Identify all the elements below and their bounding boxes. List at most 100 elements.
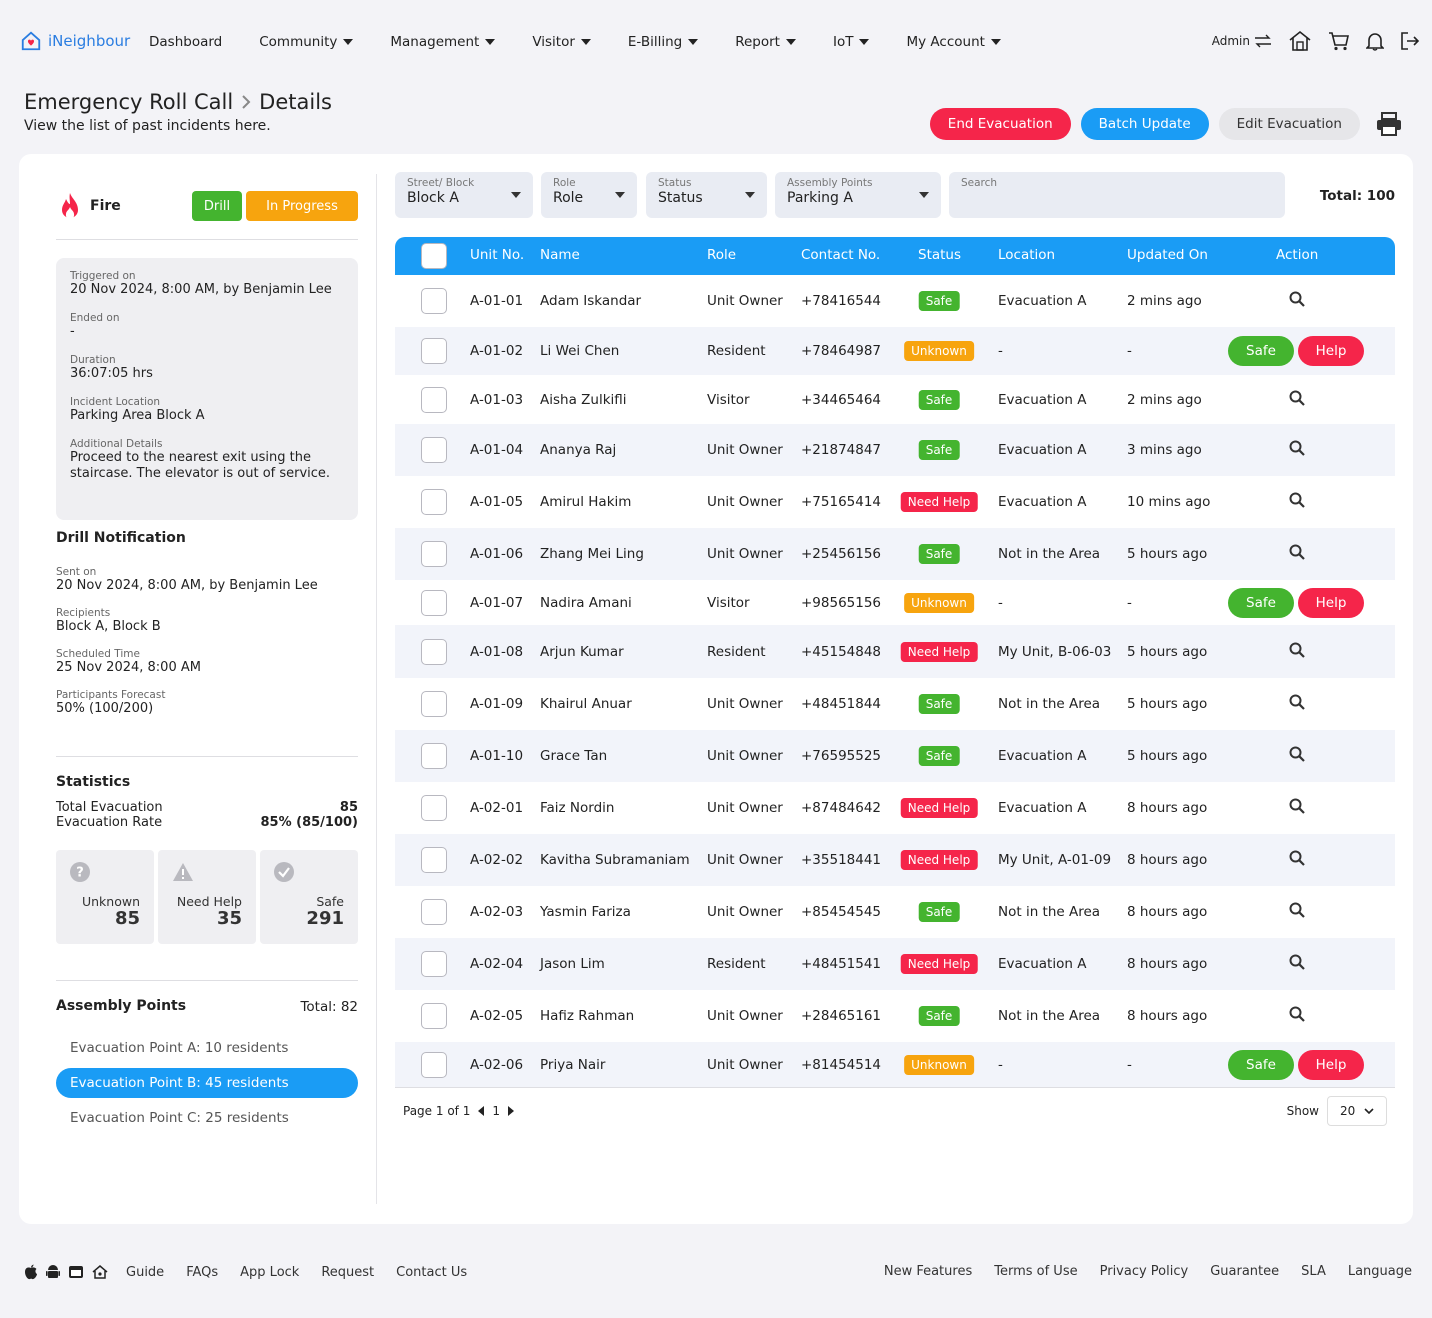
row-checkbox[interactable] (421, 541, 447, 567)
footer-link-faqs[interactable]: FAQs (186, 1264, 219, 1280)
view-search-icon[interactable] (1289, 440, 1305, 460)
nav-report[interactable]: Report (735, 34, 796, 50)
row-checkbox[interactable] (421, 338, 447, 364)
row-checkbox[interactable] (421, 489, 447, 515)
safe-stat-card[interactable]: Safe 291 (260, 850, 358, 944)
role-filter[interactable]: Role Role (541, 172, 637, 218)
mark-help-button[interactable]: Help (1298, 1049, 1364, 1080)
nav-community[interactable]: Community (259, 34, 354, 50)
nav-iot[interactable]: IoT (833, 34, 870, 50)
row-checkbox[interactable] (421, 795, 447, 821)
apple-icon[interactable] (24, 1264, 38, 1280)
next-page-icon[interactable] (507, 1106, 514, 1116)
prev-page-icon[interactable] (478, 1106, 485, 1116)
unknown-stat-card[interactable]: ? Unknown 85 (56, 850, 154, 944)
footer-link-guide[interactable]: Guide (126, 1264, 165, 1280)
view-search-icon[interactable] (1289, 492, 1305, 512)
footer-link-language[interactable]: Language (1347, 1264, 1412, 1279)
mark-help-button[interactable]: Help (1298, 336, 1364, 366)
mark-safe-button[interactable]: Safe (1228, 1049, 1294, 1080)
view-search-icon[interactable] (1289, 544, 1305, 564)
table-row[interactable]: A-01-09 Khairul Anuar Unit Owner +48451844 S… (395, 678, 1395, 730)
nav-dashboard[interactable]: Dashboard (149, 34, 222, 50)
table-row[interactable]: A-01-08 Arjun Kumar Resident +45154848 Need … (395, 625, 1395, 678)
table-row[interactable]: A-01-06 Zhang Mei Ling Unit Owner +25456156… (395, 528, 1395, 580)
print-icon[interactable] (1376, 112, 1402, 136)
table-row[interactable]: A-02-01 Faiz Nordin Unit Owner +87484642 Nee… (395, 782, 1395, 834)
table-row[interactable]: A-01-01 Adam Iskandar Unit Owner +78416544 S… (395, 275, 1395, 327)
view-search-icon[interactable] (1289, 798, 1305, 818)
view-search-icon[interactable] (1289, 954, 1305, 974)
table-row[interactable]: A-02-03 Yasmin Fariza Unit Owner +85454545 S… (395, 886, 1395, 938)
mark-help-button[interactable]: Help (1298, 587, 1364, 618)
table-row[interactable]: A-01-03 Aisha Zulkifli Visitor +34465464 Saf… (395, 375, 1395, 424)
row-checkbox[interactable] (421, 1003, 447, 1029)
assembly-filter[interactable]: Assembly Points Parking A (775, 172, 941, 218)
logo[interactable]: iNeighbour (20, 30, 130, 52)
mark-safe-button[interactable]: Safe (1228, 587, 1294, 618)
row-checkbox[interactable] (421, 288, 447, 314)
status-filter[interactable]: Status Status (646, 172, 767, 218)
assembly-point-b[interactable]: Evacuation Point B: 45 residents (56, 1068, 358, 1098)
table-row[interactable]: A-02-04 Jason Lim Resident +48451541 Need He… (395, 938, 1395, 990)
col-role[interactable]: Role (707, 247, 737, 263)
house-icon[interactable] (1288, 30, 1312, 52)
row-checkbox[interactable] (421, 743, 447, 769)
row-checkbox[interactable] (421, 847, 447, 873)
col-status[interactable]: Status (918, 247, 962, 263)
footer-link-request[interactable]: Request (321, 1264, 375, 1280)
page-size-select[interactable]: 20 (1327, 1096, 1387, 1126)
cart-icon[interactable] (1328, 31, 1350, 51)
row-checkbox[interactable] (421, 951, 447, 977)
col-updated[interactable]: Updated On (1127, 247, 1208, 263)
view-search-icon[interactable] (1289, 642, 1305, 662)
view-search-icon[interactable] (1289, 694, 1305, 714)
table-row[interactable]: A-02-06 Priya Nair Unit Owner +81454514 Unkn… (395, 1042, 1395, 1087)
nav-e-billing[interactable]: E-Billing (628, 34, 699, 50)
footer-link-contact-us[interactable]: Contact Us (396, 1264, 468, 1280)
row-checkbox[interactable] (421, 691, 447, 717)
row-checkbox[interactable] (421, 899, 447, 925)
batch-update-button[interactable]: Batch Update (1080, 108, 1209, 140)
page-title[interactable]: Emergency Roll Call (24, 90, 234, 114)
browser-icon[interactable] (68, 1265, 84, 1279)
table-row[interactable]: A-01-04 Ananya Raj Unit Owner +21874847 Safe… (395, 424, 1395, 476)
nav-my-account[interactable]: My Account (906, 34, 1001, 50)
table-row[interactable]: A-02-02 Kavitha Subramaniam Unit Owner +355… (395, 834, 1395, 886)
footer-link-app-lock[interactable]: App Lock (240, 1264, 300, 1280)
table-row[interactable]: A-02-05 Hafiz Rahman Unit Owner +28465161 Sa… (395, 990, 1395, 1042)
table-row[interactable]: A-01-07 Nadira Amani Visitor +98565156 Unkno… (395, 580, 1395, 625)
edit-evacuation-button[interactable]: Edit Evacuation (1218, 108, 1360, 140)
footer-link-guarantee[interactable]: Guarantee (1210, 1264, 1280, 1279)
table-row[interactable]: A-01-02 Li Wei Chen Resident +78464987 Unkno… (395, 327, 1395, 375)
android-icon[interactable] (46, 1264, 60, 1280)
footer-link-terms-of-use[interactable]: Terms of Use (994, 1264, 1078, 1279)
footer-link-privacy-policy[interactable]: Privacy Policy (1099, 1264, 1189, 1279)
col-location[interactable]: Location (998, 247, 1056, 263)
nav-visitor[interactable]: Visitor (532, 34, 591, 50)
row-checkbox[interactable] (421, 1051, 447, 1078)
view-search-icon[interactable] (1289, 902, 1305, 922)
block-filter[interactable]: Street/ Block Block A (395, 172, 533, 218)
view-search-icon[interactable] (1289, 850, 1305, 870)
assembly-point-a[interactable]: Evacuation Point A: 10 residents (70, 1040, 289, 1056)
row-checkbox[interactable] (421, 638, 447, 665)
view-search-icon[interactable] (1289, 291, 1305, 311)
view-search-icon[interactable] (1289, 390, 1305, 410)
footer-link-new-features[interactable]: New Features (883, 1264, 973, 1279)
row-checkbox[interactable] (421, 589, 447, 616)
logout-icon[interactable] (1400, 31, 1420, 51)
col-name[interactable]: Name (540, 247, 580, 263)
end-evacuation-button[interactable]: End Evacuation (929, 108, 1071, 140)
footer-link-sla[interactable]: SLA (1301, 1264, 1326, 1279)
row-checkbox[interactable] (421, 386, 447, 413)
bell-icon[interactable] (1366, 31, 1384, 51)
view-search-icon[interactable] (1289, 746, 1305, 766)
admin-switch[interactable]: Admin (1212, 34, 1272, 48)
nav-management[interactable]: Management (390, 34, 496, 50)
mark-safe-button[interactable]: Safe (1228, 336, 1294, 366)
assembly-point-c[interactable]: Evacuation Point C: 25 residents (70, 1110, 289, 1126)
table-row[interactable]: A-01-05 Amirul Hakim Unit Owner +75165414 Ne… (395, 476, 1395, 528)
home-icon[interactable] (92, 1264, 108, 1280)
row-checkbox[interactable] (421, 437, 447, 463)
